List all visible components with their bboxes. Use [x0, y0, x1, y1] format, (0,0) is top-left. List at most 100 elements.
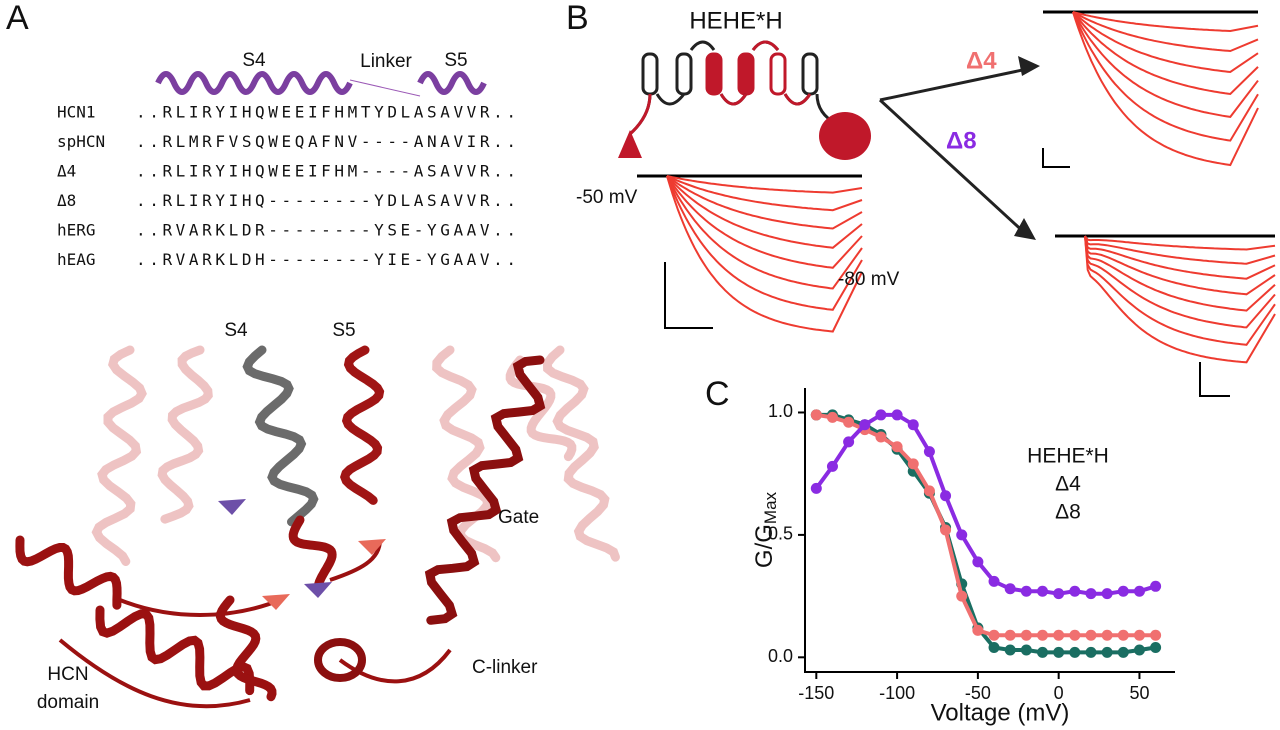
- ribbon: [95, 605, 255, 696]
- sequence: ..RLIRYIHQWEEIFHM----ASAVVR..: [136, 162, 516, 181]
- y-axis-label-main: G/G: [751, 524, 778, 568]
- data-point: [988, 629, 1000, 641]
- trace: [1072, 11, 1259, 142]
- structure-label: HCN: [47, 664, 88, 685]
- data-point: [1150, 642, 1162, 654]
- loop: [58, 539, 452, 709]
- series-line: [814, 412, 1157, 596]
- data-point: [1133, 585, 1145, 597]
- ribbon: [542, 345, 620, 562]
- x-tick-label: 0: [1054, 683, 1064, 703]
- panel-label: C: [705, 375, 730, 413]
- trace: [666, 175, 863, 311]
- data-point: [988, 575, 1000, 587]
- data-point: [859, 419, 871, 431]
- sequence-name: HCN1: [57, 103, 96, 122]
- data-point: [940, 524, 952, 536]
- chart: C -150 -100 -50 0 50 0.0 0.5 1.0 Voltage (mV) G/GM…: [705, 375, 1175, 726]
- legend-label: HEHE*H: [1027, 445, 1109, 468]
- y-tick-label: 1.0: [768, 401, 793, 421]
- decoration: [15, 10, 1276, 709]
- data-point: [1037, 585, 1049, 597]
- data-point: [1053, 629, 1065, 641]
- construct-label: Δ4: [966, 47, 997, 74]
- coil: [314, 638, 366, 682]
- y-axis-label-sub: Max: [761, 491, 780, 524]
- data-point: [1085, 588, 1097, 600]
- data-point: [907, 458, 919, 470]
- trace: [1072, 11, 1259, 167]
- construct-label: HEHE*H: [689, 7, 782, 34]
- series-line: [815, 412, 1156, 638]
- voltage-label: -80 mV: [838, 269, 900, 290]
- sequence: ..RVARKLDR--------YSE-YGAAV..: [136, 221, 516, 240]
- data-point: [843, 416, 855, 428]
- trace: [1072, 11, 1259, 96]
- segment: [705, 52, 723, 96]
- axis: [804, 388, 1175, 673]
- y-tick-label: 0.5: [768, 524, 793, 544]
- data-point: [1133, 629, 1145, 641]
- data-point: [1037, 629, 1049, 641]
- segment: [675, 52, 693, 96]
- helix-s5: [417, 71, 487, 95]
- trace: [1072, 11, 1259, 33]
- structure-label: S5: [332, 320, 355, 341]
- structure-label: S4: [224, 320, 248, 341]
- sequence-name: Δ4: [57, 162, 76, 181]
- trace: [1084, 235, 1276, 280]
- arrowhead: [358, 539, 386, 555]
- linker: [628, 40, 812, 136]
- ribbon: [15, 535, 122, 610]
- data-point: [1020, 585, 1032, 597]
- data-point: [1085, 646, 1097, 658]
- sequence-name: hEAG: [57, 250, 96, 269]
- data-point: [1069, 646, 1081, 658]
- helix-s4: [155, 71, 353, 95]
- sequence: ..RLIRYIHQ--------YDLASAVVR..: [136, 191, 516, 210]
- data-point: [1053, 588, 1065, 600]
- data-point: [972, 624, 984, 636]
- data-point: [1085, 629, 1097, 641]
- trace: [666, 175, 863, 212]
- data-point: [1150, 629, 1162, 641]
- ribbon: [215, 595, 277, 702]
- data-point: [891, 409, 903, 421]
- trace: [666, 175, 863, 269]
- arrowhead: [1014, 56, 1040, 240]
- ribbon: [242, 345, 319, 527]
- trace: [1084, 235, 1276, 346]
- data-point: [907, 419, 919, 431]
- ribbon: [340, 345, 385, 505]
- trace: [1084, 235, 1276, 265]
- trace: [1084, 235, 1276, 364]
- x-tick-label: -50: [965, 683, 991, 703]
- sequence-name: spHCN: [57, 132, 105, 151]
- trace: [1084, 235, 1276, 296]
- y-tick-label: 0.0: [768, 646, 793, 666]
- domain: [819, 112, 871, 160]
- ribbon: [91, 345, 147, 566]
- data-point: [923, 446, 935, 458]
- data-point: [923, 485, 935, 497]
- data-point: [826, 460, 838, 472]
- data-point: [972, 556, 984, 568]
- structure-label: domain: [37, 692, 99, 713]
- trace: [666, 175, 863, 333]
- sequence: ..RVARKLDH--------YIE-YGAAV..: [136, 250, 516, 269]
- data-point: [1101, 588, 1113, 600]
- trace: [1072, 11, 1259, 74]
- data-point: [1020, 629, 1032, 641]
- trace: [666, 175, 863, 230]
- helix-label: S4: [242, 50, 266, 71]
- data-point: [810, 482, 822, 494]
- data-point: [1117, 646, 1129, 658]
- scale-bar: [664, 148, 1230, 397]
- data-point: [1004, 644, 1016, 656]
- data-point: [1117, 629, 1129, 641]
- trace: [1072, 11, 1259, 53]
- y-axis-label: G/GMax: [751, 491, 780, 568]
- alignment: HCN1 ..RLIRYIHQWEEIFHMTYDLASAVVR.. spHCN..…: [57, 103, 516, 270]
- data-point: [1004, 629, 1016, 641]
- trace: [666, 175, 863, 290]
